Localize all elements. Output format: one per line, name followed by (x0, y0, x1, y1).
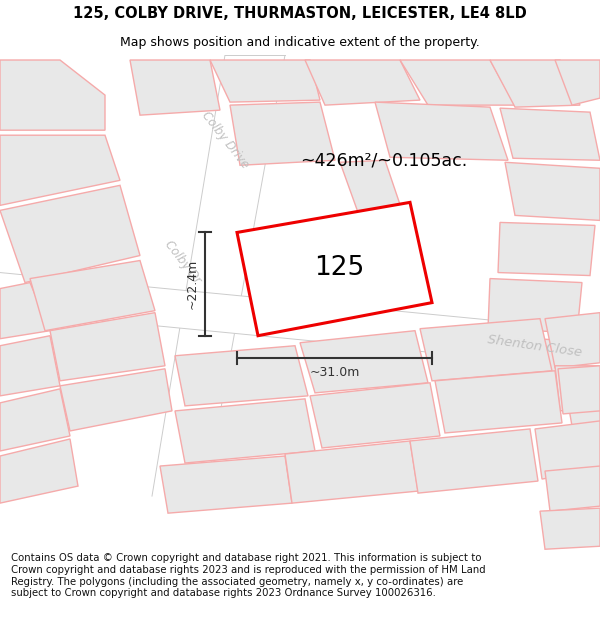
Polygon shape (375, 102, 508, 160)
Polygon shape (545, 312, 600, 368)
Text: ~31.0m: ~31.0m (310, 366, 359, 379)
Polygon shape (500, 108, 600, 160)
Text: Colby Dr: Colby Dr (162, 239, 204, 287)
Polygon shape (305, 60, 420, 105)
Polygon shape (230, 102, 335, 165)
Text: 125: 125 (314, 255, 364, 281)
Polygon shape (300, 331, 428, 393)
Polygon shape (140, 55, 285, 281)
Polygon shape (475, 336, 572, 386)
Polygon shape (535, 421, 600, 479)
Polygon shape (565, 386, 600, 431)
Text: 125, COLBY DRIVE, THURMASTON, LEICESTER, LE4 8LD: 125, COLBY DRIVE, THURMASTON, LEICESTER,… (73, 6, 527, 21)
Polygon shape (210, 60, 320, 102)
Text: Shenton Close: Shenton Close (487, 332, 583, 359)
Polygon shape (540, 508, 600, 549)
Polygon shape (410, 429, 538, 493)
Polygon shape (340, 160, 402, 212)
Polygon shape (0, 336, 60, 396)
Polygon shape (0, 60, 105, 130)
Polygon shape (0, 282, 50, 339)
Polygon shape (285, 441, 418, 503)
Polygon shape (558, 366, 600, 414)
Polygon shape (545, 466, 600, 511)
Polygon shape (60, 369, 172, 431)
Polygon shape (0, 272, 600, 369)
Polygon shape (0, 389, 70, 451)
Polygon shape (505, 162, 600, 221)
Text: Colby Drive: Colby Drive (199, 109, 251, 171)
Polygon shape (555, 60, 600, 105)
Text: ~426m²/~0.105ac.: ~426m²/~0.105ac. (300, 151, 467, 169)
Polygon shape (420, 319, 552, 381)
Polygon shape (488, 279, 582, 332)
Polygon shape (140, 276, 205, 496)
Polygon shape (175, 399, 315, 463)
Polygon shape (555, 366, 600, 411)
Text: Shenton Close: Shenton Close (262, 292, 358, 319)
Polygon shape (0, 439, 78, 503)
Polygon shape (160, 456, 292, 513)
Polygon shape (0, 186, 140, 282)
Polygon shape (490, 60, 580, 107)
Polygon shape (130, 60, 220, 115)
Text: ~22.4m: ~22.4m (185, 259, 199, 309)
Text: Map shows position and indicative extent of the property.: Map shows position and indicative extent… (120, 36, 480, 49)
Polygon shape (0, 135, 120, 206)
Polygon shape (175, 346, 308, 406)
Polygon shape (237, 202, 432, 336)
Polygon shape (435, 371, 562, 433)
Text: Contains OS data © Crown copyright and database right 2021. This information is : Contains OS data © Crown copyright and d… (11, 554, 485, 598)
Polygon shape (498, 222, 595, 276)
Polygon shape (400, 60, 515, 105)
Polygon shape (310, 383, 440, 448)
Polygon shape (30, 261, 155, 331)
Polygon shape (50, 312, 165, 381)
